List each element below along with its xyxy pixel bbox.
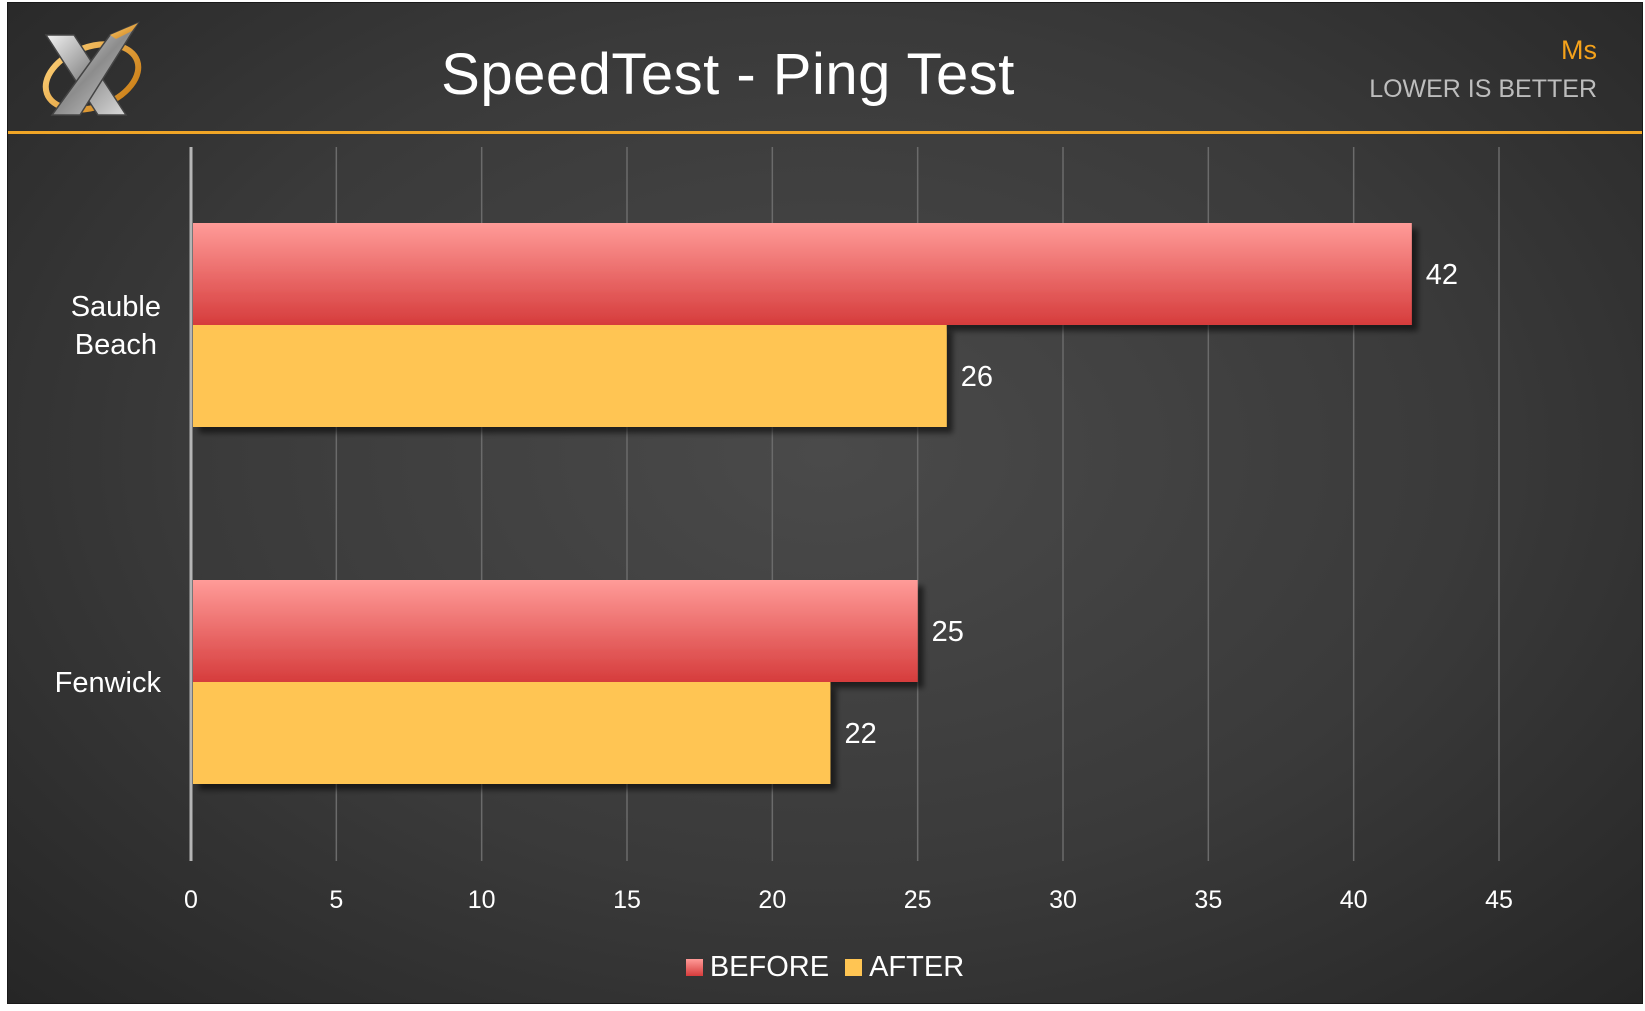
x-tick-label: 30 xyxy=(1049,886,1077,914)
data-label: 22 xyxy=(844,718,876,750)
data-label: 42 xyxy=(1426,259,1458,291)
x-tick-label: 35 xyxy=(1194,886,1222,914)
bar-after xyxy=(193,682,831,784)
lower-is-better-note: LOWER IS BETTER xyxy=(1369,75,1597,103)
legend-label: BEFORE xyxy=(709,951,830,983)
data-labels: 42 26 25 22 xyxy=(844,259,1458,750)
data-label: 26 xyxy=(961,361,993,393)
axes: 0 5 10 15 20 25 30 35 40 45 Sauble Beach Fenwick xyxy=(55,147,1513,914)
x-tick-label: 20 xyxy=(758,886,786,914)
header-divider xyxy=(8,131,1642,134)
unit-label: Ms xyxy=(1561,35,1597,65)
x-tick-label: 25 xyxy=(904,886,932,914)
bar-before xyxy=(193,223,1412,325)
bar-before xyxy=(193,580,918,682)
x-tick-label: 5 xyxy=(329,886,343,914)
data-label: 25 xyxy=(932,616,964,648)
chart-frame: SpeedTest - Ping Test Ms LOWER IS BETTER… xyxy=(7,2,1643,1004)
x-tick-label: 40 xyxy=(1340,886,1368,914)
legend-label: AFTER xyxy=(869,951,965,983)
x-tick-label: 45 xyxy=(1485,886,1513,914)
category-label: Fenwick xyxy=(55,667,162,699)
bar-chart: 42 26 25 22 0 5 10 15 20 25 30 35 40 45 Sauble Beach Fe… xyxy=(55,147,1513,914)
chart-title: SpeedTest - Ping Test xyxy=(441,42,1015,107)
legend-swatch xyxy=(685,959,703,976)
legend-item-after: AFTER xyxy=(845,951,964,984)
x-tick-label: 10 xyxy=(468,886,496,914)
legend-swatch xyxy=(845,959,863,976)
bars xyxy=(193,223,1412,784)
x-logo-icon xyxy=(42,21,142,116)
x-tick-label: 15 xyxy=(613,886,641,914)
x-tick-label: 0 xyxy=(184,886,198,914)
legend-item-before: BEFORE xyxy=(685,951,830,984)
bar-after xyxy=(193,325,947,427)
category-label: Sauble Beach xyxy=(71,291,161,361)
legend: BEFORE AFTER xyxy=(8,951,1642,984)
